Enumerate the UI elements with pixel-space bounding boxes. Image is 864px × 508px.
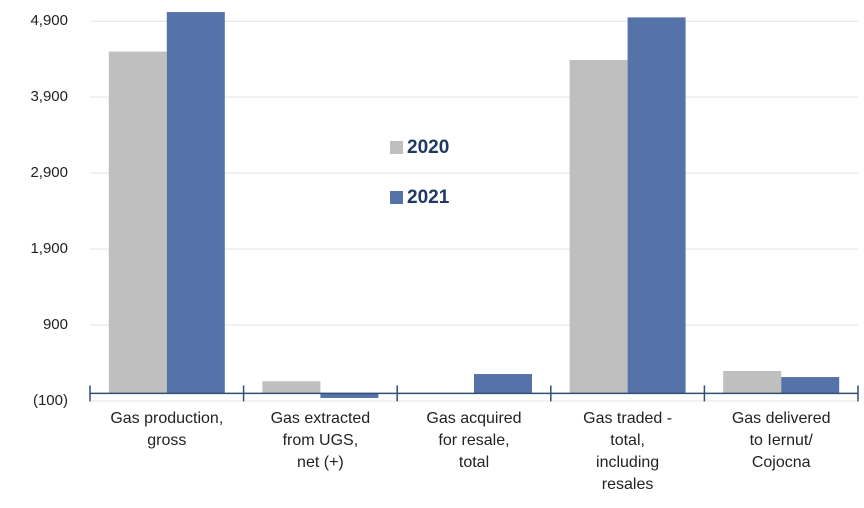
bar bbox=[569, 59, 628, 394]
legend-label: 2021 bbox=[407, 187, 450, 208]
bar bbox=[320, 393, 379, 398]
y-tick-label: 900 bbox=[43, 316, 68, 333]
x-tick-label: Gas extracted from UGS, net (+) bbox=[270, 410, 371, 471]
x-tick-label: Gas traded - total, including resales bbox=[583, 410, 673, 493]
y-tick-label: 4,900 bbox=[30, 12, 68, 29]
bar bbox=[627, 17, 686, 394]
legend-swatch bbox=[390, 141, 403, 154]
y-tick-label: (100) bbox=[33, 392, 68, 409]
bar bbox=[166, 12, 225, 394]
legend: 2020 2021 bbox=[390, 137, 450, 208]
y-tick-label: 1,900 bbox=[30, 240, 68, 257]
bar bbox=[723, 370, 782, 394]
bar bbox=[474, 374, 532, 394]
bar bbox=[108, 51, 167, 394]
x-tick-label: Gas production, gross bbox=[110, 410, 224, 449]
x-tick-label: Gas acquired for resale, total bbox=[426, 410, 522, 471]
bar bbox=[262, 381, 321, 394]
x-tick-label: Gas delivered to Iernut/ Cojocna bbox=[731, 410, 831, 471]
y-tick-label: 3,900 bbox=[30, 88, 68, 105]
legend-swatch bbox=[390, 191, 403, 204]
legend-label: 2020 bbox=[407, 137, 449, 158]
bar bbox=[781, 377, 840, 394]
y-tick-label: 2,900 bbox=[30, 164, 68, 181]
